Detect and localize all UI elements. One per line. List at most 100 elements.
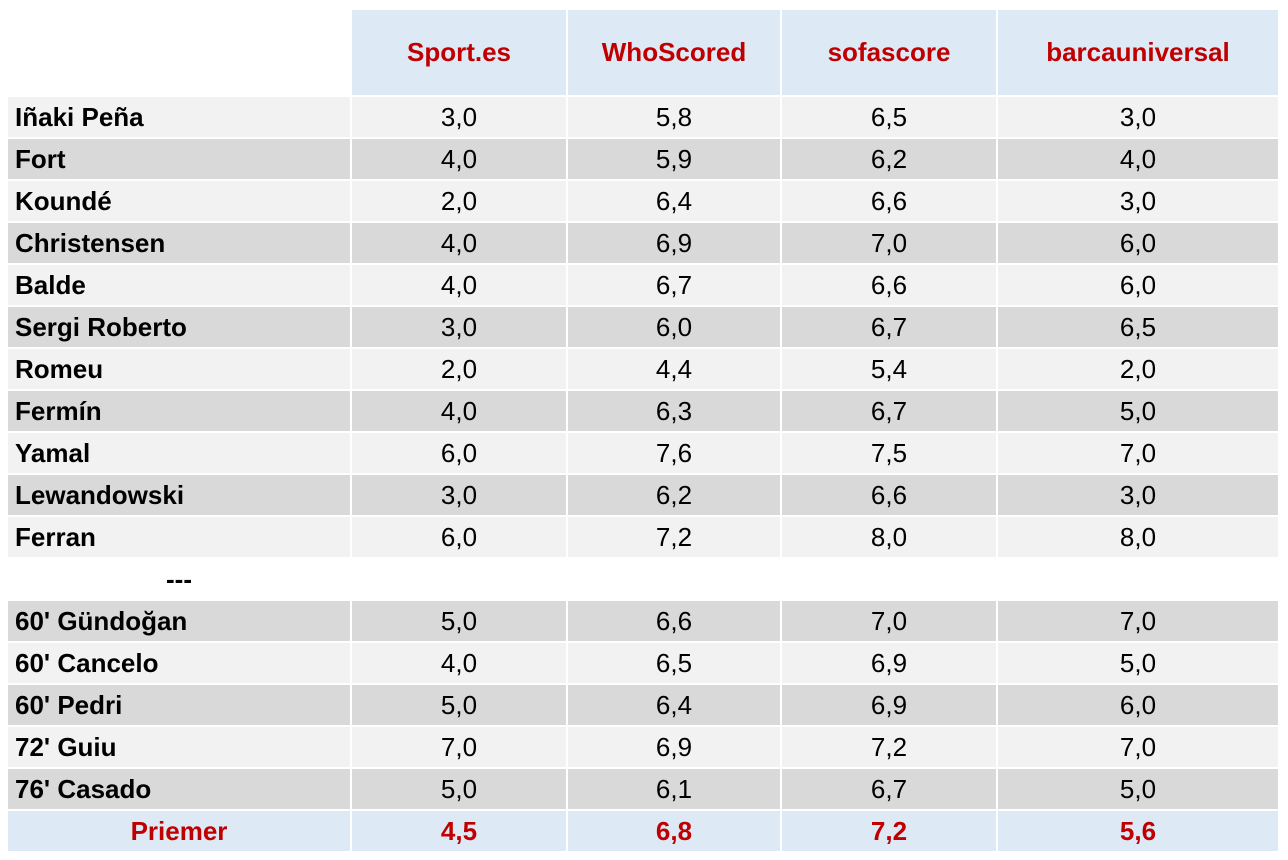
rating: 6,6 — [782, 475, 996, 515]
player-row: 60' Gündoğan 5,0 6,6 7,0 7,0 — [8, 601, 1278, 641]
rating: 5,9 — [568, 139, 780, 179]
rating: 6,9 — [568, 727, 780, 767]
rating: 7,0 — [998, 727, 1278, 767]
player-name: 60' Pedri — [8, 685, 350, 725]
player-row: Sergi Roberto 3,0 6,0 6,7 6,5 — [8, 307, 1278, 347]
header-blank — [8, 10, 350, 95]
rating: 6,2 — [568, 475, 780, 515]
player-row: Priemer 4,5 6,8 7,2 5,6 — [8, 811, 1278, 851]
rating: 5,0 — [998, 643, 1278, 683]
column-header: WhoScored — [568, 10, 780, 95]
rating: 4,0 — [352, 265, 566, 305]
rating: 3,0 — [998, 475, 1278, 515]
rating: 2,0 — [352, 349, 566, 389]
rating: 6,6 — [782, 265, 996, 305]
rating: 6,0 — [998, 223, 1278, 263]
player-row: Iñaki Peña 3,0 5,8 6,5 3,0 — [8, 97, 1278, 137]
rating: 7,0 — [782, 223, 996, 263]
rating: 6,6 — [568, 601, 780, 641]
rating: 7,0 — [782, 601, 996, 641]
rating: 3,0 — [352, 307, 566, 347]
player-name: 76' Casado — [8, 769, 350, 809]
rating: 3,0 — [998, 181, 1278, 221]
rating: 3,0 — [352, 475, 566, 515]
rating: 5,0 — [352, 685, 566, 725]
rating: 3,0 — [352, 97, 566, 137]
rating: 7,0 — [998, 601, 1278, 641]
rating: 6,0 — [568, 307, 780, 347]
rating: 5,0 — [352, 769, 566, 809]
rating: 3,0 — [998, 97, 1278, 137]
rating: 6,7 — [782, 307, 996, 347]
rating: 7,5 — [782, 433, 996, 473]
player-row: Yamal 6,0 7,6 7,5 7,0 — [8, 433, 1278, 473]
column-header: barcauniversal — [998, 10, 1278, 95]
player-name: Sergi Roberto — [8, 307, 350, 347]
column-header: Sport.es — [352, 10, 566, 95]
rating: 6,5 — [568, 643, 780, 683]
rating: 4,0 — [352, 139, 566, 179]
ratings-table: Sport.es WhoScored sofascore barcauniversal… — [6, 8, 1280, 853]
player-name: Christensen — [8, 223, 350, 263]
rating: 5,0 — [352, 601, 566, 641]
player-name: Romeu — [8, 349, 350, 389]
rating: 7,2 — [568, 517, 780, 557]
rating: 4,4 — [568, 349, 780, 389]
player-row: Fort 4,0 5,9 6,2 4,0 — [8, 139, 1278, 179]
player-row: 60' Pedri 5,0 6,4 6,9 6,0 — [8, 685, 1278, 725]
rating: 6,7 — [782, 391, 996, 431]
rating: 6,7 — [782, 769, 996, 809]
player-row: 76' Casado 5,0 6,1 6,7 5,0 — [8, 769, 1278, 809]
header-row: Sport.es WhoScored sofascore barcauniversal — [8, 10, 1278, 95]
rating: 7,0 — [352, 727, 566, 767]
player-row: Balde 4,0 6,7 6,6 6,0 — [8, 265, 1278, 305]
rating: 5,6 — [998, 811, 1278, 851]
player-name: 60' Gündoğan — [8, 601, 350, 641]
rating: 5,0 — [998, 769, 1278, 809]
rating: 4,0 — [352, 643, 566, 683]
empty-cell — [782, 559, 996, 599]
rating: 6,5 — [782, 97, 996, 137]
player-row: Lewandowski 3,0 6,2 6,6 3,0 — [8, 475, 1278, 515]
rating: 6,1 — [568, 769, 780, 809]
rating: 6,2 — [782, 139, 996, 179]
player-row: Fermín 4,0 6,3 6,7 5,0 — [8, 391, 1278, 431]
rating: 6,9 — [782, 643, 996, 683]
column-header: sofascore — [782, 10, 996, 95]
player-name: 72' Guiu — [8, 727, 350, 767]
rating: 2,0 — [998, 349, 1278, 389]
rating: 6,8 — [568, 811, 780, 851]
player-name: Balde — [8, 265, 350, 305]
rating: 6,6 — [782, 181, 996, 221]
rating: 6,0 — [998, 685, 1278, 725]
player-row: Ferran 6,0 7,2 8,0 8,0 — [8, 517, 1278, 557]
rating: 4,0 — [352, 391, 566, 431]
rating: 6,4 — [568, 685, 780, 725]
rating: 4,0 — [352, 223, 566, 263]
rating: 7,2 — [782, 727, 996, 767]
rating: 2,0 — [352, 181, 566, 221]
player-name: Fermín — [8, 391, 350, 431]
rating: 6,7 — [568, 265, 780, 305]
rating: 4,5 — [352, 811, 566, 851]
player-name: Ferran — [8, 517, 350, 557]
rating: 7,0 — [998, 433, 1278, 473]
rating: 4,0 — [998, 139, 1278, 179]
empty-cell — [352, 559, 566, 599]
player-row: Koundé 2,0 6,4 6,6 3,0 — [8, 181, 1278, 221]
player-name: Lewandowski — [8, 475, 350, 515]
rating: 5,4 — [782, 349, 996, 389]
rating: 7,2 — [782, 811, 996, 851]
separator: --- — [8, 559, 350, 599]
rating: 6,9 — [568, 223, 780, 263]
rating: 8,0 — [998, 517, 1278, 557]
empty-cell — [998, 559, 1278, 599]
rating: 6,3 — [568, 391, 780, 431]
rating: 6,0 — [998, 265, 1278, 305]
rating: 6,9 — [782, 685, 996, 725]
player-name: Koundé — [8, 181, 350, 221]
empty-cell — [568, 559, 780, 599]
rating: 6,0 — [352, 433, 566, 473]
rating: 5,0 — [998, 391, 1278, 431]
